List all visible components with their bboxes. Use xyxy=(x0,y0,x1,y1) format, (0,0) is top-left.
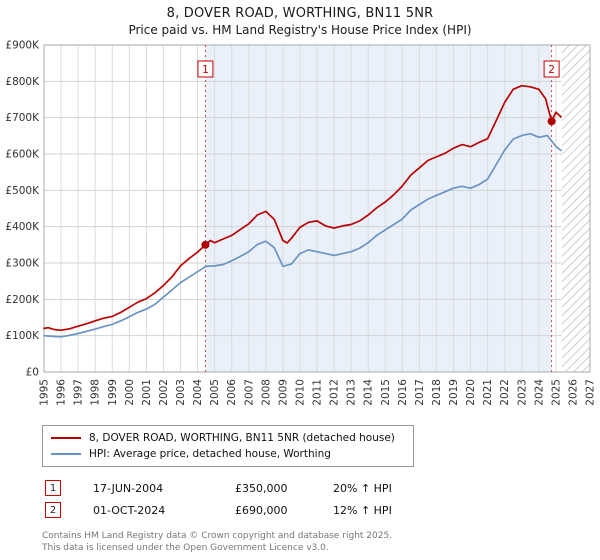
property-line-swatch xyxy=(51,437,81,439)
svg-text:2017: 2017 xyxy=(414,379,426,406)
svg-text:2026: 2026 xyxy=(567,379,579,406)
legend-item-property: 8, DOVER ROAD, WORTHING, BN11 5NR (detac… xyxy=(51,430,405,446)
sale-1-price: £350,000 xyxy=(235,481,288,495)
svg-text:1998: 1998 xyxy=(90,379,102,406)
legend: 8, DOVER ROAD, WORTHING, BN11 5NR (detac… xyxy=(42,425,414,467)
svg-text:2021: 2021 xyxy=(482,379,494,406)
svg-text:2007: 2007 xyxy=(243,379,255,406)
svg-text:2003: 2003 xyxy=(175,379,187,406)
svg-text:2016: 2016 xyxy=(397,379,409,406)
svg-text:£100K: £100K xyxy=(5,330,40,342)
svg-text:1997: 1997 xyxy=(73,379,85,406)
sale-row-1: 1 17-JUN-2004 £350,000 20% ↑ HPI xyxy=(45,477,600,499)
sale-annotations: 1 17-JUN-2004 £350,000 20% ↑ HPI 2 01-OC… xyxy=(45,477,600,521)
sale-row-2: 2 01-OCT-2024 £690,000 12% ↑ HPI xyxy=(45,499,600,521)
svg-text:2027: 2027 xyxy=(585,379,597,406)
svg-text:£200K: £200K xyxy=(5,294,40,306)
sale-1-number-badge: 1 xyxy=(45,480,61,496)
svg-text:2020: 2020 xyxy=(465,379,477,406)
legend-item-label: HPI: Average price, detached house, Wort… xyxy=(89,448,331,460)
svg-text:£900K: £900K xyxy=(5,40,40,52)
svg-text:2011: 2011 xyxy=(312,379,324,406)
svg-text:2008: 2008 xyxy=(260,379,272,406)
svg-text:2023: 2023 xyxy=(516,379,528,406)
svg-text:£800K: £800K xyxy=(5,76,40,88)
svg-text:£500K: £500K xyxy=(5,185,40,197)
svg-text:2005: 2005 xyxy=(209,379,221,406)
legend-item-label: 8, DOVER ROAD, WORTHING, BN11 5NR (detac… xyxy=(89,432,395,444)
sale-1-date: 17-JUN-2004 xyxy=(93,481,164,495)
copyright-footer: Contains HM Land Registry data © Crown c… xyxy=(42,531,600,554)
sale-1-hpi-delta: 20% ↑ HPI xyxy=(333,481,392,495)
svg-text:2002: 2002 xyxy=(158,379,170,406)
svg-text:2022: 2022 xyxy=(499,379,511,406)
copyright-line-2: This data is licensed under the Open Gov… xyxy=(42,542,329,553)
svg-text:£0: £0 xyxy=(26,367,39,379)
svg-text:£400K: £400K xyxy=(5,221,40,233)
svg-text:£700K: £700K xyxy=(5,112,40,124)
sale-2-date: 01-OCT-2024 xyxy=(93,503,166,517)
svg-text:2014: 2014 xyxy=(363,379,375,406)
svg-text:2004: 2004 xyxy=(192,379,204,406)
sale-2-hpi-delta: 12% ↑ HPI xyxy=(333,503,392,517)
svg-text:1995: 1995 xyxy=(39,379,51,406)
svg-text:2025: 2025 xyxy=(550,379,562,406)
copyright-line-1: Contains HM Land Registry data © Crown c… xyxy=(42,531,393,541)
svg-text:1996: 1996 xyxy=(56,379,68,406)
hpi-line-swatch xyxy=(51,453,81,455)
legend-item-hpi: HPI: Average price, detached house, Wort… xyxy=(51,446,405,462)
svg-text:2024: 2024 xyxy=(533,379,545,406)
price-history-chart: £0 £100K £200K £300K £400K £500K £600K £700K £80… xyxy=(5,40,597,406)
svg-text:2012: 2012 xyxy=(329,379,341,406)
page-title: 8, DOVER ROAD, WORTHING, BN11 5NR xyxy=(166,6,434,21)
svg-text:1999: 1999 xyxy=(107,379,119,406)
svg-text:2010: 2010 xyxy=(294,379,306,406)
svg-text:2018: 2018 xyxy=(431,379,443,406)
sale-2-price: £690,000 xyxy=(235,503,288,517)
svg-text:2019: 2019 xyxy=(448,379,460,406)
svg-text:2001: 2001 xyxy=(141,379,153,406)
svg-text:2: 2 xyxy=(548,64,555,76)
svg-text:2009: 2009 xyxy=(277,379,289,406)
svg-text:2006: 2006 xyxy=(226,379,238,406)
svg-text:1: 1 xyxy=(202,64,209,76)
page-subtitle: Price paid vs. HM Land Registry's House … xyxy=(128,23,472,37)
svg-text:£300K: £300K xyxy=(5,258,40,270)
sale-2-number-badge: 2 xyxy=(45,502,61,518)
svg-text:2015: 2015 xyxy=(380,379,392,406)
svg-text:2000: 2000 xyxy=(124,379,136,406)
svg-text:£600K: £600K xyxy=(5,149,40,161)
svg-text:2013: 2013 xyxy=(346,379,358,406)
